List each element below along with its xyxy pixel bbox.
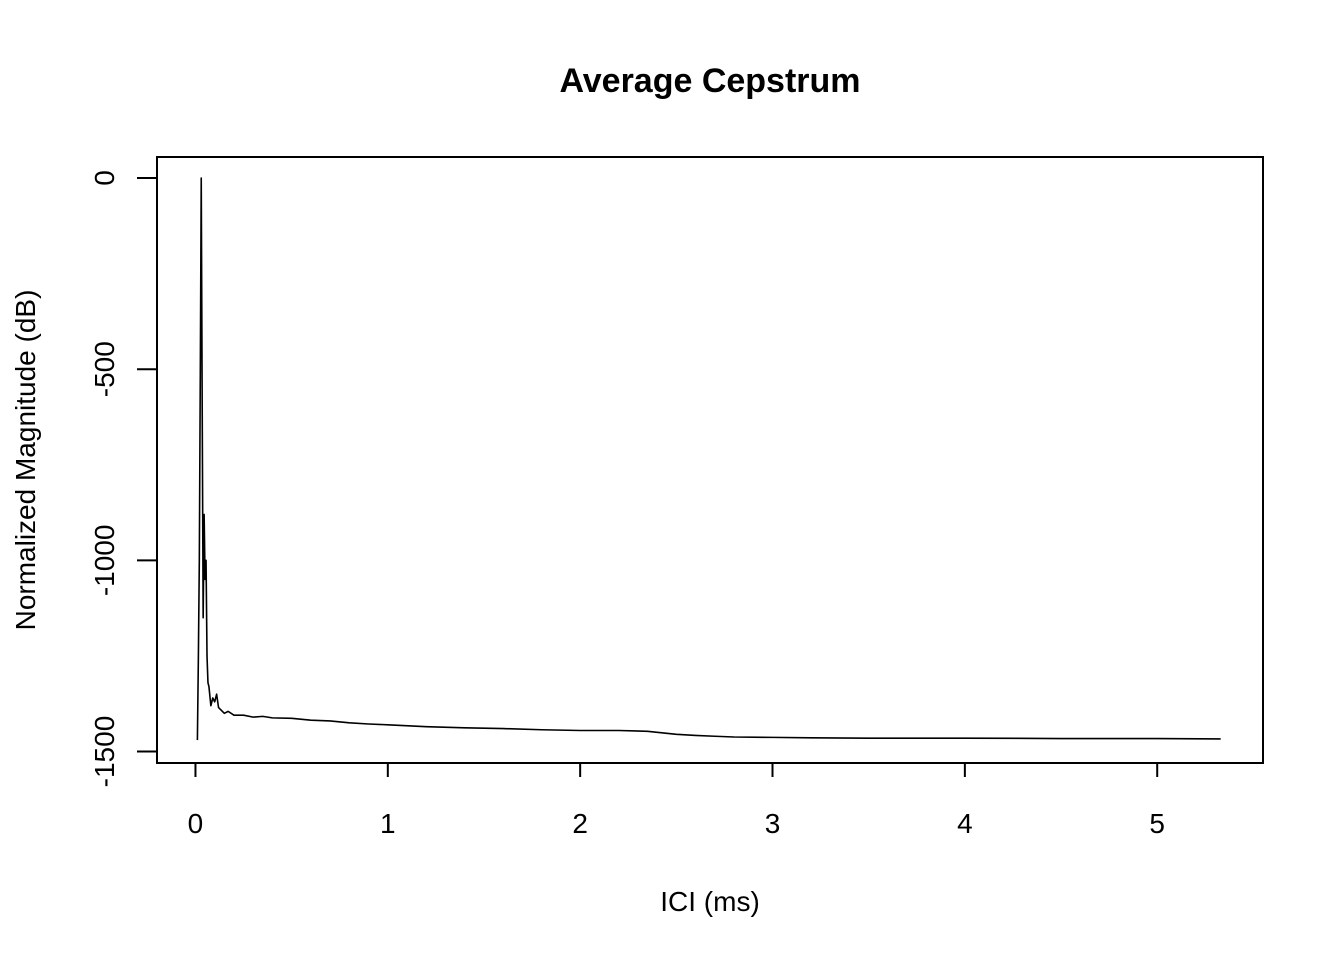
- x-tick-label: 4: [957, 808, 973, 839]
- x-axis: 0 1 2 3 4 5: [188, 762, 1165, 839]
- y-tick-label: -1500: [89, 716, 120, 788]
- x-tick-label: 0: [188, 808, 204, 839]
- x-tick-label: 3: [765, 808, 781, 839]
- y-tick-label: -1000: [89, 525, 120, 597]
- y-axis: 0 -500 -1000 -1500: [89, 170, 158, 788]
- chart-title: Average Cepstrum: [559, 62, 860, 100]
- y-axis-label: Normalized Magnitude (dB): [10, 290, 41, 631]
- x-tick-label: 5: [1149, 808, 1165, 839]
- x-tick-label: 2: [572, 808, 588, 839]
- series-line: [196, 177, 1221, 741]
- plot-frame: [156, 156, 1264, 764]
- y-tick-label: -500: [89, 341, 120, 397]
- x-tick-label: 1: [380, 808, 396, 839]
- y-tick-label: 0: [89, 170, 120, 186]
- x-axis-label: ICI (ms): [660, 886, 760, 917]
